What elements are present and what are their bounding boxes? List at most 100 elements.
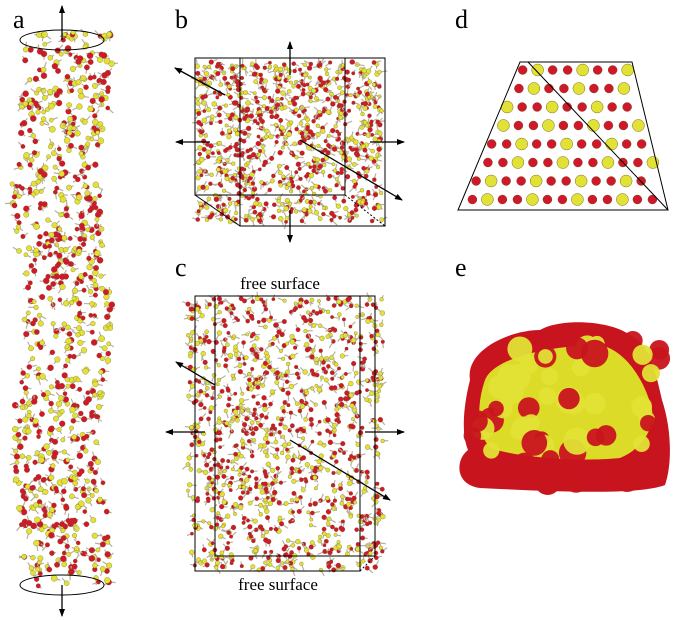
atom bbox=[274, 440, 278, 444]
atom bbox=[263, 482, 268, 487]
atom bbox=[91, 517, 96, 522]
atom bbox=[314, 487, 317, 490]
atom bbox=[281, 357, 285, 361]
atom bbox=[216, 382, 219, 385]
atom bbox=[69, 426, 73, 430]
atom bbox=[304, 389, 307, 392]
atom bbox=[228, 202, 232, 206]
atom bbox=[225, 343, 229, 347]
atom bbox=[322, 110, 326, 114]
atom bbox=[337, 540, 341, 544]
atom bbox=[322, 400, 327, 405]
atom bbox=[69, 494, 74, 499]
atom bbox=[296, 328, 300, 332]
atom bbox=[360, 188, 364, 192]
atom bbox=[379, 546, 383, 550]
atom bbox=[106, 351, 111, 356]
atom bbox=[14, 454, 20, 460]
atom bbox=[363, 101, 368, 106]
atom bbox=[256, 401, 260, 405]
atom bbox=[304, 480, 308, 484]
atom bbox=[81, 347, 87, 353]
atom bbox=[306, 92, 309, 95]
atom bbox=[325, 72, 329, 76]
atom bbox=[285, 143, 288, 146]
atom bbox=[365, 388, 368, 391]
atom bbox=[90, 301, 95, 306]
atom bbox=[278, 150, 283, 155]
atom bbox=[78, 411, 83, 416]
atom bbox=[36, 241, 41, 246]
atom bbox=[33, 258, 37, 262]
atom bbox=[277, 500, 282, 505]
atom bbox=[330, 370, 334, 374]
atom bbox=[314, 96, 318, 100]
atom bbox=[263, 538, 268, 543]
atom bbox=[21, 234, 26, 239]
atom bbox=[86, 136, 90, 140]
atom bbox=[17, 220, 22, 225]
atom bbox=[220, 389, 224, 393]
atom bbox=[77, 453, 83, 459]
atom bbox=[51, 176, 56, 181]
atom bbox=[217, 363, 221, 367]
atom bbox=[234, 316, 238, 320]
atom bbox=[216, 71, 221, 76]
atom bbox=[312, 323, 316, 327]
atom bbox=[380, 311, 385, 316]
atom bbox=[42, 110, 46, 114]
atom bbox=[68, 354, 72, 358]
atom bbox=[326, 310, 330, 314]
atom bbox=[68, 236, 72, 240]
atom bbox=[98, 138, 104, 144]
atom bbox=[20, 405, 25, 410]
atom bbox=[31, 133, 36, 138]
atom bbox=[215, 475, 220, 480]
atom bbox=[313, 501, 318, 506]
atom bbox=[36, 435, 40, 439]
atom bbox=[233, 452, 237, 456]
atom bbox=[60, 409, 65, 414]
atom bbox=[66, 185, 71, 190]
atom bbox=[10, 182, 15, 187]
atom bbox=[46, 450, 51, 455]
atom bbox=[374, 101, 377, 104]
atom bbox=[75, 227, 79, 231]
atom bbox=[225, 514, 230, 519]
atom bbox=[49, 385, 54, 390]
atom bbox=[104, 314, 110, 320]
atom bbox=[190, 316, 194, 320]
atom bbox=[57, 147, 61, 151]
atom bbox=[89, 555, 95, 561]
atom bbox=[380, 549, 384, 553]
atom bbox=[258, 212, 262, 216]
atom bbox=[363, 148, 368, 153]
atom bbox=[342, 199, 346, 203]
atom bbox=[52, 222, 58, 228]
atom bbox=[273, 427, 277, 431]
atom bbox=[291, 510, 294, 513]
atom bbox=[195, 64, 200, 69]
atom bbox=[51, 503, 56, 508]
atom bbox=[54, 562, 59, 567]
atom bbox=[246, 126, 251, 131]
atom bbox=[223, 469, 227, 473]
atom bbox=[228, 483, 232, 487]
atom bbox=[239, 403, 242, 406]
atom bbox=[270, 481, 274, 485]
atom bbox=[376, 333, 381, 338]
atom bbox=[380, 218, 384, 222]
atom bbox=[305, 117, 310, 122]
atom bbox=[330, 315, 333, 318]
atom bbox=[222, 76, 227, 81]
atom bbox=[365, 398, 369, 402]
atom bbox=[349, 393, 354, 398]
atom bbox=[33, 139, 38, 144]
atom bbox=[77, 56, 83, 62]
atom bbox=[312, 119, 316, 123]
atom bbox=[302, 88, 306, 92]
atom bbox=[51, 281, 56, 286]
atom bbox=[309, 545, 314, 550]
atom bbox=[246, 149, 250, 153]
atom bbox=[371, 376, 375, 380]
